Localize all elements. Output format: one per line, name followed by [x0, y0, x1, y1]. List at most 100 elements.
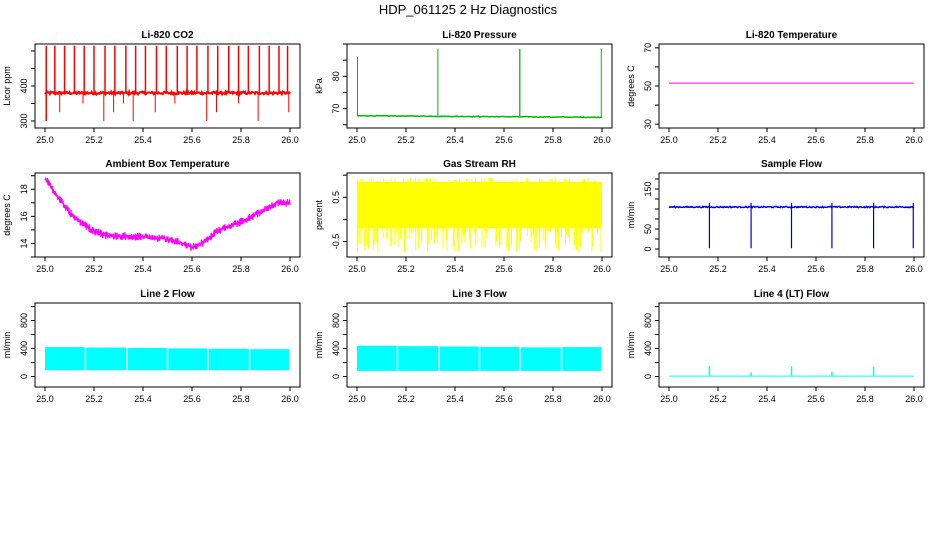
y-tick-label: 400 [19, 78, 29, 93]
x-tick-label: 25.2 [709, 264, 727, 274]
plot-frame [34, 172, 301, 258]
y-tick-label: 400 [19, 341, 29, 356]
series-block [520, 347, 561, 371]
x-tick-label: 25.0 [36, 394, 54, 404]
x-tick-label: 25.6 [495, 264, 513, 274]
x-tick-label: 25.2 [85, 135, 103, 145]
y-axis-label: degrees C [2, 194, 12, 236]
x-tick-label: 26.0 [593, 264, 611, 274]
chart-panel-9: Line 4 (LT) Flow ml/min 25.0 25.2 25.4 25.6 25… [626, 289, 925, 404]
plot-frame [34, 302, 301, 388]
x-tick-label: 25.6 [183, 135, 201, 145]
x-tick-label: 25.0 [348, 264, 366, 274]
y-tick-label: -0.5 [331, 234, 341, 250]
y-tick-label: 400 [331, 341, 341, 356]
x-tick-label: 25.0 [660, 394, 678, 404]
series-band [357, 181, 602, 229]
y-tick-label: 0 [19, 374, 29, 379]
plot-frame [658, 172, 925, 258]
x-tick-label: 25.8 [544, 264, 562, 274]
x-tick-label: 26.0 [281, 394, 299, 404]
y-axis-label: ml/min [626, 332, 636, 359]
series-block [127, 347, 167, 371]
chart-panel-8: Line 3 Flow ml/min 25.0 25.2 25.4 25.6 25.8 26.… [314, 289, 613, 404]
y-tick-label: 16 [19, 211, 29, 221]
series-line [356, 114, 603, 119]
chart-title: Li-820 Pressure [442, 30, 517, 41]
y-axis-label: degrees C [626, 65, 636, 107]
x-tick-label: 25.4 [134, 135, 152, 145]
x-tick-label: 25.4 [758, 135, 776, 145]
plot-frame [658, 302, 925, 388]
y-axis-label: ml/min [2, 332, 12, 359]
series-marks [45, 347, 290, 371]
y-tick-label: 14 [19, 238, 29, 248]
y-tick-label: 300 [19, 113, 29, 128]
y-tick-label: 80 [331, 71, 341, 81]
x-tick-label: 25.4 [134, 394, 152, 404]
series-block [357, 345, 397, 371]
y-tick-label: 70 [643, 43, 653, 53]
x-tick-label: 25.6 [807, 264, 825, 274]
x-tick-label: 26.0 [905, 394, 923, 404]
series-line [44, 177, 291, 251]
x-tick-label: 25.0 [36, 264, 54, 274]
series-line [44, 88, 291, 97]
chart-title: Line 3 Flow [452, 289, 507, 300]
x-tick-label: 25.8 [232, 264, 250, 274]
plot-frame [658, 43, 925, 129]
series-block [439, 346, 479, 371]
x-tick-label: 25.8 [232, 135, 250, 145]
x-tick-label: 25.6 [183, 394, 201, 404]
series-block [168, 348, 208, 371]
x-tick-label: 25.0 [348, 135, 366, 145]
x-tick-label: 25.4 [446, 394, 464, 404]
x-tick-label: 25.0 [660, 135, 678, 145]
series-block [562, 347, 602, 371]
x-tick-label: 25.4 [134, 264, 152, 274]
plot-frame [346, 43, 613, 129]
series-marks [356, 48, 603, 119]
series-block [45, 347, 85, 371]
chart-panel-1: Li-820 CO2 Licor ppm 25.0 25.2 25.4 25.6 25.8 2… [2, 30, 301, 145]
y-tick-label: 0 [643, 246, 653, 251]
series-block [480, 346, 520, 371]
figure-title: HDP_061125 2 Hz Diagnostics [378, 2, 558, 17]
x-tick-label: 25.6 [807, 394, 825, 404]
chart-title: Sample Flow [761, 159, 822, 170]
x-tick-label: 26.0 [593, 135, 611, 145]
chart-panel-6: Sample Flow ml/min 25.0 25.2 25.4 25.6 25.8 26.… [626, 159, 925, 274]
y-tick-label: 800 [19, 313, 29, 328]
chart-title: Gas Stream RH [443, 159, 516, 170]
x-tick-label: 25.2 [397, 135, 415, 145]
x-tick-label: 26.0 [905, 264, 923, 274]
chart-panel-4: Ambient Box Temperature degrees C 25.0 25.2… [2, 159, 301, 274]
series-marks [44, 45, 291, 121]
plot-frame [346, 302, 613, 388]
plot-frame [346, 172, 613, 258]
x-tick-label: 25.6 [807, 135, 825, 145]
x-tick-label: 25.8 [856, 264, 874, 274]
chart-title: Li-820 Temperature [746, 30, 838, 41]
x-tick-label: 25.8 [544, 394, 562, 404]
y-tick-label: 800 [643, 313, 653, 328]
chart-panel-5: Gas Stream RH percent 25.0 25.2 25.4 25.6 25.8… [314, 159, 613, 274]
y-tick-label: 800 [331, 313, 341, 328]
y-tick-label: 50 [643, 81, 653, 91]
chart-panel-7: Line 2 Flow ml/min 25.0 25.2 25.4 25.6 25.8 26.… [2, 289, 301, 404]
x-tick-label: 25.8 [232, 394, 250, 404]
y-tick-label: 0 [331, 374, 341, 379]
y-tick-label: 400 [643, 341, 653, 356]
x-tick-label: 25.4 [758, 394, 776, 404]
x-tick-label: 25.2 [709, 394, 727, 404]
x-tick-label: 25.4 [758, 264, 776, 274]
x-tick-label: 25.8 [544, 135, 562, 145]
series-marks [668, 203, 915, 249]
x-tick-label: 25.4 [446, 264, 464, 274]
x-tick-label: 25.6 [495, 135, 513, 145]
series-block [398, 346, 439, 371]
x-tick-label: 26.0 [281, 264, 299, 274]
x-tick-label: 25.6 [183, 264, 201, 274]
series-block [208, 348, 249, 371]
